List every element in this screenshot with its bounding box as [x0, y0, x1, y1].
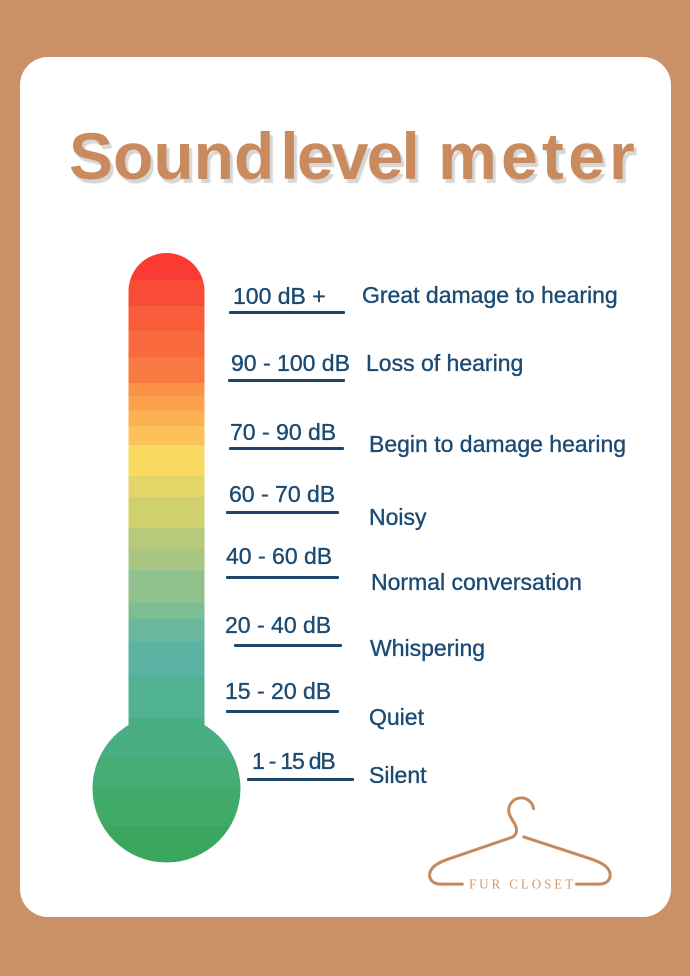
svg-text:FUR CLOSET: FUR CLOSET — [469, 878, 576, 893]
